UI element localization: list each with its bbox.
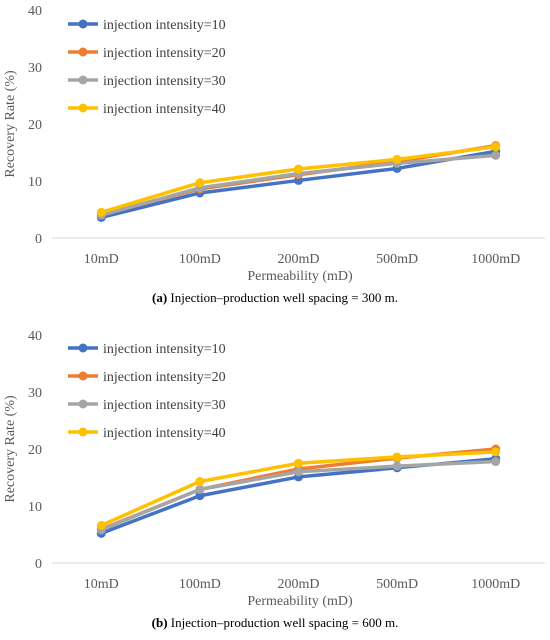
data-point-b-3 — [392, 461, 402, 471]
x-axis-title-b: Permeability (mD) — [247, 594, 353, 609]
caption-a: (a) Injection–production well spacing = … — [152, 290, 398, 305]
x-tick-label-a: 10mD — [84, 252, 119, 267]
legend-marker-a-4 — [78, 103, 88, 113]
caption-text-b: Injection–production well spacing = 600 … — [168, 615, 399, 630]
legend-marker-a-3 — [78, 75, 88, 85]
data-point-b-1 — [195, 491, 205, 501]
x-tick-label-b: 500mD — [376, 577, 418, 592]
legend-label-a-2: injection intensity=20 — [103, 46, 226, 61]
x-axis-title-a: Permeability (mD) — [247, 269, 353, 284]
y-axis-title-a: Recovery Rate (%) — [3, 70, 18, 178]
legend-label-b-2: injection intensity=20 — [103, 370, 226, 385]
x-tick-label-b: 10mD — [84, 577, 119, 592]
y-axis-title-b: Recovery Rate (%) — [3, 395, 18, 503]
x-tick-label-a: 500mD — [376, 252, 418, 267]
y-tick-label-a: 10 — [28, 175, 42, 190]
legend-marker-b-1 — [78, 343, 88, 353]
chart-a: Recovery Rate (%) Permeability (mD) (a) … — [3, 4, 545, 305]
data-point-b-4 — [392, 452, 402, 462]
legend-label-a-1: injection intensity=10 — [103, 18, 226, 33]
legend-label-a-3: injection intensity=30 — [103, 74, 226, 89]
data-point-b-4 — [96, 520, 106, 530]
data-point-a-3 — [491, 150, 501, 160]
data-point-a-4 — [195, 178, 205, 188]
y-tick-label-a: 30 — [28, 61, 42, 76]
caption-label-b: (b) — [152, 615, 168, 630]
legend-marker-b-2 — [78, 371, 88, 381]
legend-label-a-4: injection intensity=40 — [103, 102, 226, 117]
data-point-b-4 — [294, 458, 303, 468]
data-point-a-4 — [392, 154, 402, 164]
y-tick-label-a: 20 — [28, 118, 42, 133]
legend-marker-b-3 — [78, 399, 88, 409]
data-point-b-4 — [491, 447, 501, 457]
y-tick-label-b: 20 — [28, 443, 42, 458]
chart-b: Recovery Rate (%) Permeability (mD) (b) … — [3, 329, 545, 630]
caption-label-a: (a) — [152, 290, 167, 305]
x-tick-label-a: 1000mD — [471, 252, 520, 267]
x-tick-label-a: 100mD — [179, 252, 221, 267]
caption-b: (b) Injection–production well spacing = … — [152, 615, 399, 630]
series-line-a-3 — [99, 153, 498, 217]
y-tick-label-b: 30 — [28, 386, 42, 401]
data-point-a-4 — [294, 164, 303, 174]
y-tick-label-b: 0 — [35, 557, 42, 572]
legend-marker-a-2 — [78, 47, 88, 57]
x-tick-label-b: 200mD — [278, 577, 320, 592]
x-tick-label-a: 200mD — [278, 252, 320, 267]
legend-label-b-3: injection intensity=30 — [103, 398, 226, 413]
y-tick-label-b: 10 — [28, 500, 42, 515]
y-tick-label-a: 40 — [28, 4, 42, 19]
x-tick-label-b: 1000mD — [471, 577, 520, 592]
data-point-b-3 — [491, 457, 501, 467]
legend-label-b-1: injection intensity=10 — [103, 342, 226, 357]
y-tick-label-a: 0 — [35, 232, 42, 247]
data-point-b-3 — [294, 467, 303, 477]
y-tick-label-b: 40 — [28, 329, 42, 344]
data-point-b-3 — [195, 484, 205, 494]
legend-label-b-4: injection intensity=40 — [103, 426, 226, 441]
data-point-a-4 — [96, 207, 106, 217]
legend-marker-a-1 — [78, 19, 88, 29]
data-point-a-4 — [491, 142, 501, 152]
caption-text-a: Injection–production well spacing = 300 … — [167, 290, 398, 305]
legend-marker-b-4 — [78, 427, 88, 437]
data-point-b-4 — [195, 476, 205, 486]
x-tick-label-b: 100mD — [179, 577, 221, 592]
